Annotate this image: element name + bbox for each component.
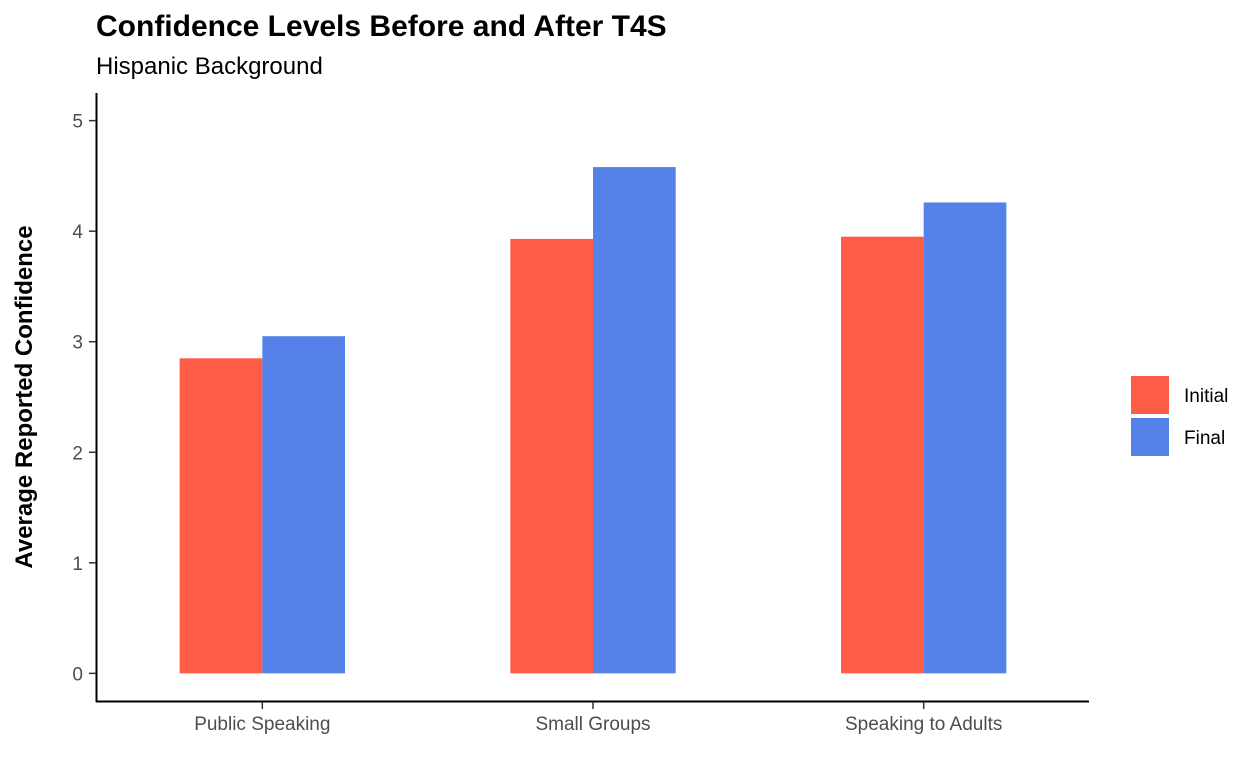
bar-final-3	[923, 202, 1007, 674]
bar-initial-3	[841, 236, 924, 674]
y-tick-label: 4	[72, 222, 83, 243]
legend-key-final	[1131, 418, 1169, 456]
legend-label-initial: Initial	[1184, 386, 1228, 407]
y-ticks-layer: 0 1 2 3 4 5	[72, 112, 96, 685]
y-tick-label: 1	[72, 554, 83, 575]
x-tick-label: Public Speaking	[194, 714, 330, 735]
y-tick-label: 5	[72, 112, 83, 133]
y-tick-label: 0	[72, 664, 83, 685]
chart-title: Confidence Levels Before and After T4S	[96, 10, 667, 43]
x-ticks-layer: Public Speaking Small Groups Speaking to A…	[194, 702, 1002, 735]
bar-final-1	[262, 336, 345, 674]
legend-key-initial	[1131, 376, 1169, 414]
bar-initial-2	[510, 238, 593, 674]
bar-initial-1	[179, 358, 263, 674]
y-axis-label: Average Reported Confidence	[11, 225, 38, 568]
legend: Initial Final	[1131, 376, 1228, 456]
y-tick-label: 2	[72, 443, 83, 464]
bars-layer	[179, 167, 1007, 674]
y-tick-label: 3	[72, 333, 83, 354]
legend-label-final: Final	[1184, 428, 1225, 449]
bar-final-2	[593, 167, 676, 674]
chart-subtitle: Hispanic Background	[96, 53, 323, 80]
x-tick-label: Speaking to Adults	[845, 714, 1002, 735]
x-tick-label: Small Groups	[535, 714, 650, 735]
